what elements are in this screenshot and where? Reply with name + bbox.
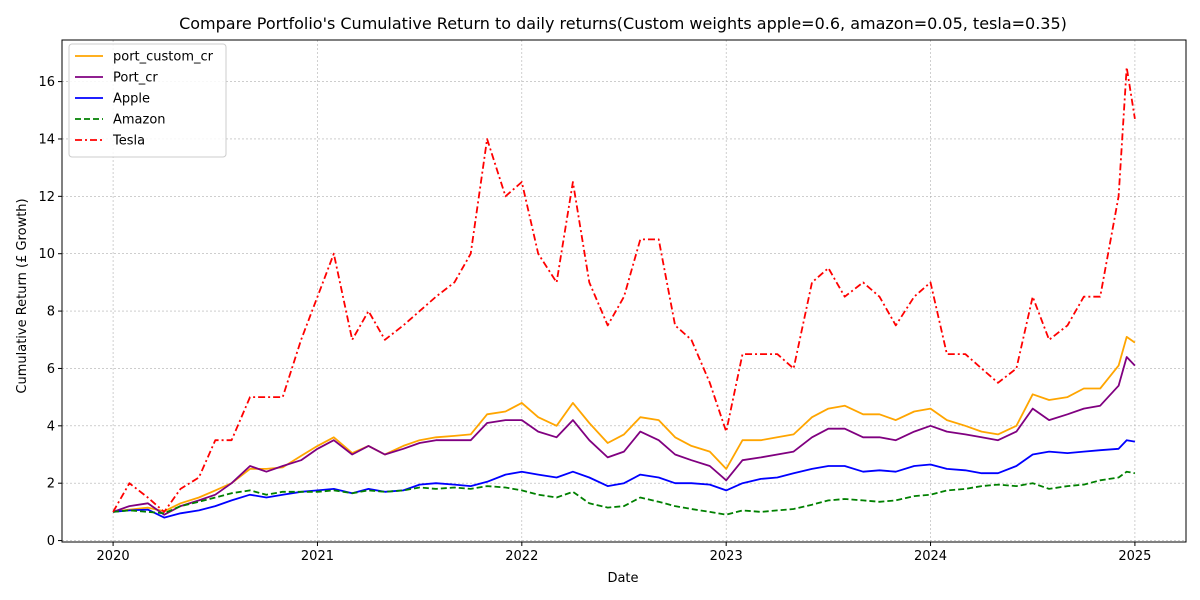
legend: port_custom_cr Port_cr Apple Amazon Tesla	[68, 43, 227, 158]
legend-box	[68, 43, 227, 158]
y-tick-label: 16	[38, 75, 55, 90]
y-axis-label: Cumulative Return (£ Growth)	[15, 198, 30, 393]
y-tick-label: 10	[38, 247, 55, 262]
x-axis-ticks: 2020 2021 2022 2023 2024 2025	[97, 542, 1151, 564]
chart-title: Compare Portfolio's Cumulative Return to…	[179, 14, 1067, 33]
y-tick-label: 14	[38, 132, 55, 147]
series-line-apple	[113, 439, 1136, 519]
series-line-port-cr	[112, 356, 1136, 516]
y-tick-label: 4	[47, 419, 55, 434]
y-axis-ticks: 0 2 4 6 8 10 12 14 16	[38, 75, 62, 549]
legend-label: Amazon	[113, 113, 166, 128]
y-tick-label: 0	[47, 534, 55, 549]
grid-lines	[62, 40, 1186, 542]
plot-frame	[61, 39, 1187, 543]
legend-label: Apple	[113, 92, 150, 107]
x-tick-label: 2023	[710, 549, 743, 564]
series-line-tesla	[112, 66, 1136, 513]
x-tick-label: 2022	[505, 549, 538, 564]
series-line-amazon	[113, 470, 1136, 516]
y-tick-label: 2	[47, 477, 55, 492]
legend-label: Port_cr	[113, 71, 158, 86]
y-tick-label: 12	[38, 190, 55, 205]
x-axis-label: Date	[607, 571, 638, 586]
legend-label: Tesla	[112, 134, 145, 149]
series-lines	[112, 66, 1136, 519]
x-tick-label: 2025	[1118, 549, 1151, 564]
legend-label: port_custom_cr	[113, 50, 214, 65]
x-tick-label: 2024	[914, 549, 947, 564]
x-tick-label: 2021	[301, 549, 334, 564]
y-tick-label: 8	[47, 305, 55, 320]
x-tick-label: 2020	[97, 549, 130, 564]
y-tick-label: 6	[47, 362, 55, 377]
